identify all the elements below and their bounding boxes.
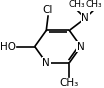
Text: N: N — [81, 13, 89, 23]
Text: HO: HO — [0, 42, 16, 52]
Text: Cl: Cl — [43, 5, 53, 15]
Text: N: N — [42, 58, 50, 68]
Text: N: N — [77, 42, 85, 52]
Text: CH₃: CH₃ — [68, 0, 85, 9]
Text: CH₃: CH₃ — [60, 78, 79, 88]
Text: CH₃: CH₃ — [86, 0, 103, 9]
